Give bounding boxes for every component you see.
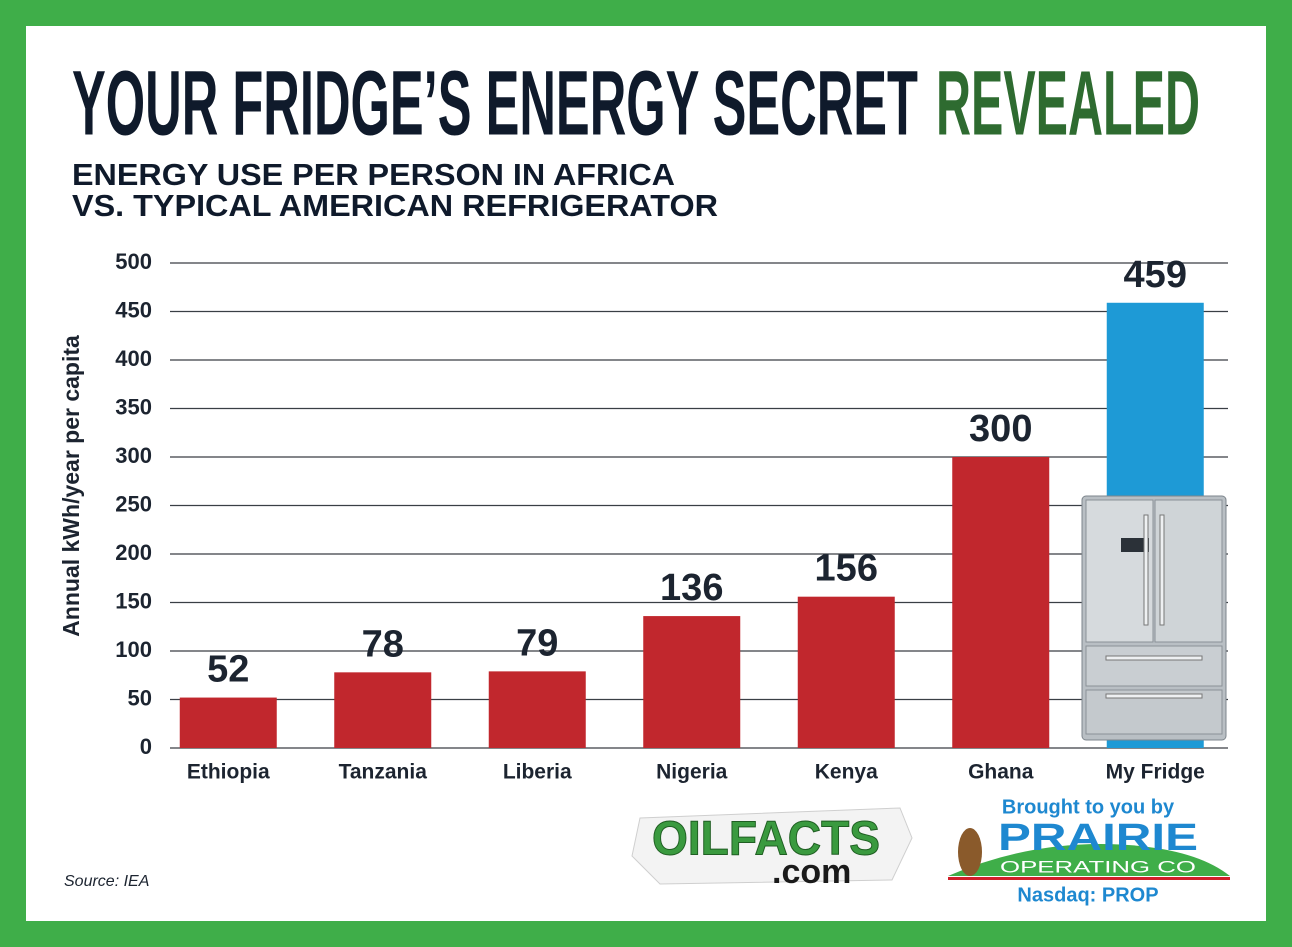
data-label: 52 [207,649,249,691]
fridge-handle [1159,514,1165,626]
panel [26,26,1266,921]
data-label: 156 [815,548,878,590]
sponsor-ticker: Nasdaq: PROP [1017,884,1158,906]
sponsor-intro: Brought to you by [1002,796,1175,818]
y-tick-label: 100 [115,637,152,662]
bar [797,596,895,748]
subtitle-line: VS. TYPICAL AMERICAN REFRIGERATOR [72,188,718,223]
source-note: Source: IEA [64,873,149,890]
x-tick-label: Liberia [503,761,572,784]
x-tick-label: Tanzania [339,761,428,784]
x-tick-label: Kenya [815,761,878,784]
chart-title: YOUR FRIDGE’S ENERGY SECRET [72,52,918,154]
fridge-handle [1105,655,1203,661]
fridge-door [1154,499,1223,643]
sponsor-hill [948,844,1230,876]
y-tick-label: 150 [115,588,152,613]
data-label: 459 [1124,254,1187,296]
sponsor-rule [948,877,1230,880]
oilfacts-domain: .com [772,853,851,891]
fridge-handle [1143,514,1149,626]
y-axis-label: Annual kWh/year per capita [58,335,84,637]
y-tick-label: 0 [140,734,152,759]
bar [488,671,586,748]
x-tick-label: Ethiopia [187,761,270,784]
y-tick-label: 500 [115,249,152,274]
oilfacts-logo: OILFACTS [652,813,880,866]
sponsor-name: PRAIRIE [998,817,1198,859]
y-tick-label: 250 [115,491,152,516]
sponsor-mascot [958,828,982,876]
data-label: 79 [516,622,558,664]
fridge-illustration [1081,495,1227,741]
y-tick-label: 450 [115,297,152,322]
x-tick-label: Nigeria [656,761,728,784]
fridge-drawer [1085,645,1223,687]
y-tick-label: 300 [115,443,152,468]
oilfacts-brush [631,807,913,885]
x-tick-label: My Fridge [1106,761,1205,784]
bar [643,616,741,748]
x-tick-label: Ghana [968,761,1034,784]
fridge-display [1121,538,1149,552]
data-label: 300 [969,408,1032,450]
bar [334,672,432,748]
chart-title-highlight: REVEALED [936,52,1200,154]
fridge-door [1085,499,1154,643]
y-tick-label: 200 [115,540,152,565]
y-tick-label: 400 [115,346,152,371]
bar [952,457,1050,748]
y-tick-label: 350 [115,394,152,419]
data-label: 78 [362,623,404,665]
bar [179,697,277,748]
y-tick-label: 50 [128,685,152,710]
sponsor-subname: OPERATING CO [1000,857,1196,876]
subtitle-line: ENERGY USE PER PERSON IN AFRICA [72,157,675,192]
fridge-handle [1105,693,1203,699]
data-label: 136 [660,567,723,609]
